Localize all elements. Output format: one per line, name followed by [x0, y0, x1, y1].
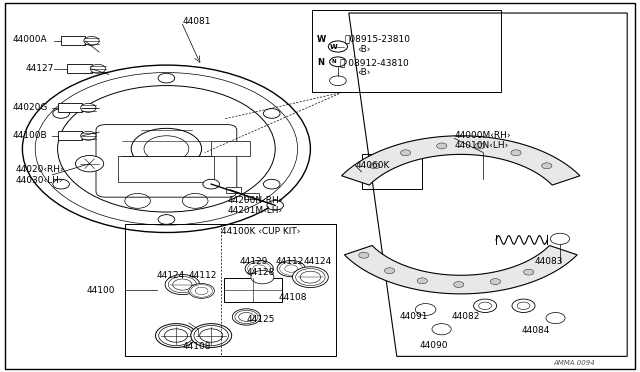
Circle shape	[385, 268, 395, 274]
Circle shape	[84, 36, 99, 45]
Circle shape	[475, 143, 485, 149]
Bar	[58, 131, 82, 140]
Bar	[67, 64, 92, 73]
Text: 44081: 44081	[182, 17, 211, 26]
Circle shape	[277, 260, 305, 277]
Text: 44124: 44124	[304, 257, 332, 266]
Text: 44100B: 44100B	[13, 131, 47, 140]
Circle shape	[292, 267, 328, 288]
Circle shape	[52, 109, 69, 118]
Text: 44060K: 44060K	[355, 161, 390, 170]
Circle shape	[550, 233, 570, 244]
Bar	[61, 36, 85, 45]
Text: 44100K ‹CUP KIT›: 44100K ‹CUP KIT›	[221, 227, 300, 236]
Circle shape	[330, 57, 346, 67]
Bar	[118, 156, 214, 182]
Polygon shape	[344, 246, 577, 294]
Text: 44030‹LH›: 44030‹LH›	[16, 176, 63, 185]
Polygon shape	[342, 136, 580, 185]
Text: 44000M‹RH›: 44000M‹RH›	[454, 131, 511, 140]
Text: Ⓦ08915-23810: Ⓦ08915-23810	[344, 35, 410, 44]
Text: 44108: 44108	[278, 293, 307, 302]
Circle shape	[158, 73, 175, 83]
Circle shape	[417, 278, 428, 284]
Bar	[224, 278, 282, 302]
Text: ‹B›: ‹B›	[357, 45, 371, 54]
Circle shape	[81, 103, 96, 112]
Circle shape	[156, 324, 196, 347]
Text: 44128: 44128	[246, 268, 275, 277]
Circle shape	[541, 163, 552, 169]
Text: 44125: 44125	[246, 315, 275, 324]
Text: W: W	[330, 44, 337, 49]
Text: 44112: 44112	[275, 257, 303, 266]
Bar	[58, 103, 82, 112]
Text: 44084: 44084	[522, 326, 550, 335]
Circle shape	[370, 163, 380, 169]
Text: Ⓝ 08912-43810: Ⓝ 08912-43810	[340, 58, 409, 67]
Circle shape	[401, 150, 411, 156]
Circle shape	[191, 324, 232, 347]
Text: N: N	[332, 59, 337, 64]
Bar	[226, 187, 241, 193]
Circle shape	[432, 324, 451, 335]
Text: 44124: 44124	[157, 271, 185, 280]
Bar	[244, 193, 259, 199]
Text: 44020G: 44020G	[13, 103, 48, 112]
Circle shape	[52, 179, 69, 189]
Circle shape	[546, 312, 565, 324]
Text: 44082: 44082	[451, 312, 479, 321]
Text: 44108: 44108	[182, 342, 211, 351]
Text: 44091: 44091	[400, 312, 429, 321]
Circle shape	[165, 275, 200, 295]
Circle shape	[415, 304, 436, 315]
Bar	[211, 141, 250, 156]
Circle shape	[328, 41, 348, 52]
Circle shape	[158, 215, 175, 224]
Circle shape	[330, 76, 346, 86]
Text: 44129: 44129	[240, 257, 268, 266]
Circle shape	[245, 260, 273, 277]
Bar	[362, 154, 422, 189]
Text: 44083: 44083	[534, 257, 563, 266]
Text: 44090: 44090	[419, 341, 448, 350]
Circle shape	[436, 143, 447, 149]
Text: 44112: 44112	[189, 271, 217, 280]
Text: AMMA 0094: AMMA 0094	[554, 360, 595, 366]
Text: N: N	[317, 58, 324, 67]
Bar	[312, 10, 501, 92]
Text: 44127: 44127	[26, 64, 54, 73]
Text: 44020‹RH›: 44020‹RH›	[16, 165, 65, 174]
Circle shape	[512, 299, 535, 312]
Circle shape	[81, 131, 96, 140]
Text: 44010N‹LH›: 44010N‹LH›	[454, 141, 509, 150]
Circle shape	[264, 109, 280, 118]
Text: 44200N‹RH›: 44200N‹RH›	[227, 196, 283, 205]
Circle shape	[203, 179, 220, 189]
Circle shape	[358, 252, 369, 258]
Circle shape	[267, 201, 284, 210]
Circle shape	[524, 269, 534, 275]
Circle shape	[490, 279, 500, 285]
Text: W: W	[317, 35, 326, 44]
Text: 44201M‹LH›: 44201M‹LH›	[227, 206, 282, 215]
Bar	[125, 224, 336, 356]
Text: 44100: 44100	[86, 286, 115, 295]
Circle shape	[454, 282, 464, 288]
Text: 44000A: 44000A	[13, 35, 47, 44]
Circle shape	[90, 64, 106, 73]
Circle shape	[264, 179, 280, 189]
Text: ‹B›: ‹B›	[357, 68, 371, 77]
Circle shape	[76, 155, 104, 172]
Circle shape	[232, 309, 260, 325]
Circle shape	[474, 299, 497, 312]
Circle shape	[511, 150, 521, 156]
Circle shape	[189, 283, 214, 298]
Circle shape	[251, 270, 274, 284]
